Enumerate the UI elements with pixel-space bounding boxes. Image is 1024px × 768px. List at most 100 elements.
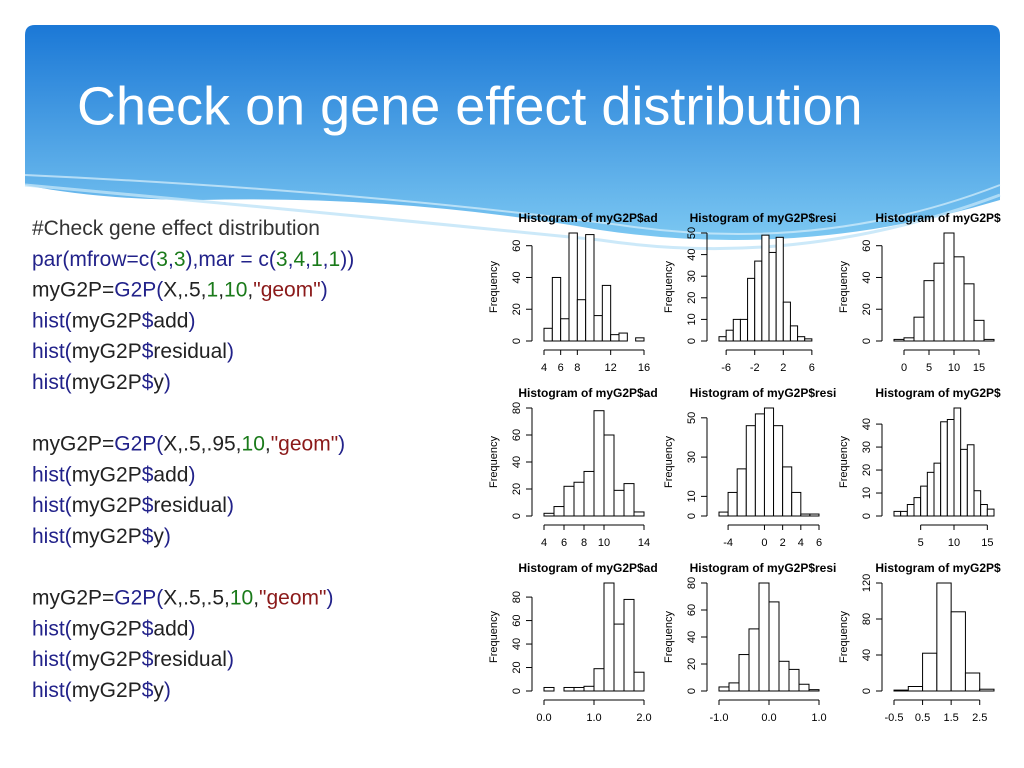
code-token: ) <box>188 309 195 332</box>
histogram-bar <box>732 318 741 342</box>
y-tick-label: 20 <box>861 303 873 315</box>
x-tick-label: 1.5 <box>943 712 958 724</box>
x-tick-label: 1.0 <box>586 712 601 724</box>
code-token: 1 <box>311 248 323 271</box>
code-token: ) <box>164 371 171 394</box>
code-token: ) <box>327 587 334 610</box>
code-token: ) <box>188 617 195 640</box>
histogram-bar <box>593 668 605 692</box>
histogram-panel: Histogram of myG2P$resi Frequency 0 20 40 60 8… <box>663 561 836 724</box>
histogram-panel: Histogram of myG2P$ Frequency 0 40 80 120 -0.5… <box>838 561 1001 724</box>
x-tick-label: 15 <box>973 362 985 374</box>
x-tick-label: 2.0 <box>636 712 651 724</box>
code-token: , <box>218 279 224 302</box>
y-tick-label: 10 <box>686 313 698 325</box>
histogram-bar <box>754 260 763 342</box>
code-token: ) <box>164 679 171 702</box>
histogram-bar <box>979 688 995 692</box>
histogram-panel: Histogram of myG2P$ Frequency 0 20 40 60 0 5 10 1… <box>838 211 1001 374</box>
code-token: myG2P <box>72 463 142 486</box>
x-tick-label: 6 <box>809 362 815 374</box>
x-tick-label: 12 <box>605 362 617 374</box>
code-token: ) <box>227 494 234 517</box>
histogram-bar <box>560 318 570 342</box>
y-axis-label: Frequency <box>663 436 675 488</box>
y-tick-label: 40 <box>686 248 698 260</box>
histogram-bar <box>953 407 962 517</box>
code-token: add <box>153 463 188 486</box>
histogram-bar <box>966 444 975 517</box>
code-token: $ <box>142 309 154 332</box>
histogram-bar <box>804 338 813 342</box>
code-token: )) <box>340 248 354 271</box>
histogram-bar <box>725 329 734 342</box>
code-token: residual <box>153 648 227 671</box>
y-tick-label: 40 <box>861 418 873 430</box>
y-tick-label: 40 <box>861 649 873 661</box>
y-tick-label: 40 <box>686 631 698 643</box>
histogram-bar <box>782 466 793 517</box>
histogram-bar <box>773 425 784 517</box>
code-token: 3 <box>276 248 288 271</box>
code-line: myG2P=G2P(X,.5,1,10,"geom") <box>32 279 328 302</box>
chart-title: Histogram of myG2P$ <box>875 211 1001 225</box>
y-tick-label: 50 <box>686 412 698 424</box>
code-line: hist(myG2P$add) <box>32 463 195 486</box>
histogram-bar <box>963 283 975 342</box>
histogram-bar <box>907 686 924 692</box>
histogram-bar <box>983 338 995 342</box>
y-tick-label: 120 <box>861 574 873 592</box>
histogram-bar <box>585 234 595 342</box>
histogram-bar <box>623 598 635 692</box>
histogram-bar <box>573 481 585 517</box>
histogram-bar <box>603 582 615 692</box>
code-token: 10 <box>242 433 265 456</box>
code-line: hist(myG2P$y) <box>32 679 171 702</box>
histogram-bar <box>933 262 945 342</box>
code-token: residual <box>153 494 227 517</box>
code-token: "geom" <box>271 433 338 456</box>
histogram-bar <box>576 299 587 342</box>
code-token: X,.5,.5, <box>163 587 230 610</box>
code-token: "geom" <box>253 279 320 302</box>
x-tick-label: 0 <box>901 362 907 374</box>
x-tick-label: 5 <box>918 537 924 549</box>
histogram-bar <box>739 318 749 342</box>
x-tick-label: 10 <box>948 362 960 374</box>
histogram-panel: Histogram of myG2P$ Frequency 0 10 20 30 40 5 10… <box>838 386 1001 549</box>
code-token: 10 <box>230 587 253 610</box>
code-token: y <box>153 371 164 394</box>
histogram-bar <box>964 672 981 692</box>
histogram-bar <box>936 582 952 692</box>
code-token: X,.5, <box>163 279 206 302</box>
y-tick-label: 0 <box>511 688 523 694</box>
histogram-bar <box>946 418 955 517</box>
code-token: , <box>168 248 174 271</box>
histogram-bar <box>543 512 555 517</box>
histogram-bar <box>973 490 982 517</box>
code-token: $ <box>142 371 154 394</box>
histogram-bar <box>593 410 605 517</box>
code-token: 4 <box>293 248 305 271</box>
histogram-panel: Histogram of myG2P$ad Frequency 0 20 40 60 80 4… <box>488 386 658 549</box>
x-tick-label: 0.0 <box>761 712 776 724</box>
x-tick-label: 6 <box>561 537 567 549</box>
histogram-bar <box>953 256 965 342</box>
x-tick-label: 1.0 <box>811 712 826 724</box>
y-tick-label: 80 <box>511 402 523 414</box>
code-token: $ <box>142 648 154 671</box>
histogram-bar <box>986 508 995 517</box>
code-token: myG2P <box>72 648 142 671</box>
code-line: hist(myG2P$add) <box>32 617 195 640</box>
x-tick-label: 16 <box>638 362 650 374</box>
histogram-bar <box>943 232 955 342</box>
histogram-bar <box>633 511 645 517</box>
code-token: , <box>305 248 311 271</box>
code-token: par(mfrow=c( <box>32 248 156 271</box>
chart-title: Histogram of myG2P$resi <box>690 211 837 225</box>
y-tick-label: 60 <box>686 604 698 616</box>
code-token: $ <box>142 494 154 517</box>
code-token: ) <box>338 433 345 456</box>
x-tick-label: 0.5 <box>915 712 930 724</box>
chart-title: Histogram of myG2P$ <box>875 561 1001 575</box>
